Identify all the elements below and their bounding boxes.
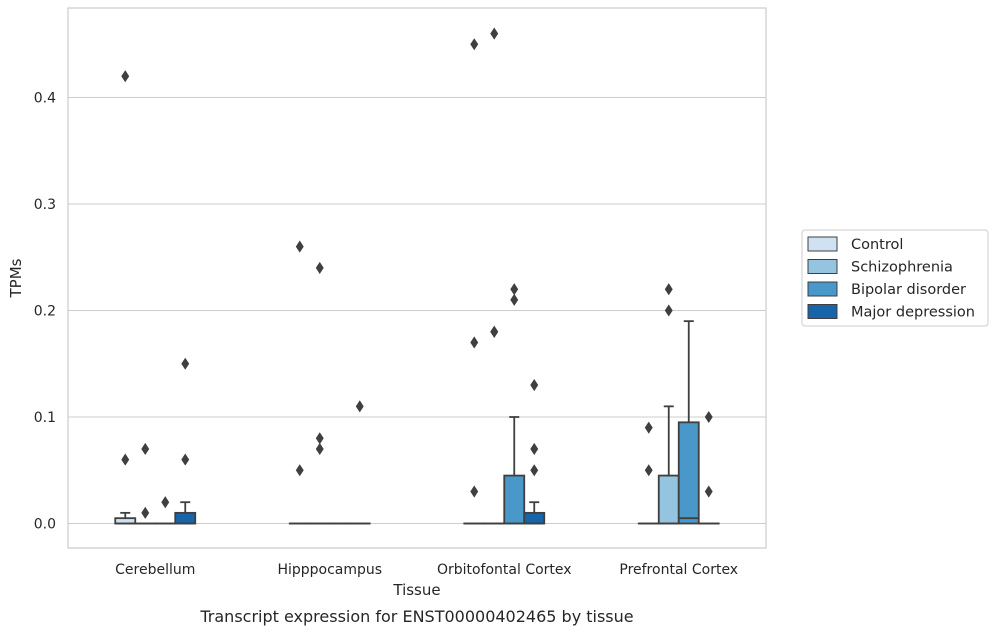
legend-label: Schizophrenia [851, 260, 953, 276]
series-major-depression [174, 357, 720, 525]
y-tick-label: 0.1 [34, 410, 56, 426]
chart-caption: Transcript expression for ENST0000040246… [199, 607, 633, 626]
outlier-point [470, 38, 479, 51]
box [503, 474, 526, 525]
outlier-point [315, 442, 324, 455]
legend-frame [801, 229, 989, 327]
y-tick-label: 0.3 [34, 197, 56, 213]
outlier-point [510, 293, 519, 306]
outlier-point [530, 442, 539, 455]
x-tick-label: Orbitofontal Cortex [437, 562, 572, 578]
plot-frame [67, 7, 767, 549]
box [523, 511, 546, 525]
outlier-point [470, 485, 479, 498]
outlier-point [181, 357, 190, 370]
x-tick-label: Prefrontal Cortex [619, 562, 738, 578]
outlier-point [704, 485, 713, 498]
outlier-point [490, 27, 499, 40]
series-schizophrenia [134, 27, 680, 525]
legend-label: Bipolar disorder [851, 282, 966, 298]
series-control [114, 38, 660, 525]
outlier-point [644, 421, 653, 434]
y-axis-label: TPMs [7, 258, 25, 298]
box-series [114, 27, 720, 525]
y-tick-labels: 0.0 0.1 0.2 0.3 0.4 [34, 91, 56, 533]
outlier-point [530, 379, 539, 392]
outlier-point [664, 283, 673, 296]
plot-background [68, 8, 766, 548]
legend: Control Schizophrenia Bipolar disorder Majo… [801, 229, 989, 327]
outlier-point [704, 410, 713, 424]
legend-swatch [807, 304, 838, 319]
outlier-point [470, 336, 479, 349]
x-tick-label: Cerebellum [115, 562, 195, 578]
outlier-point [181, 453, 190, 466]
box [657, 474, 680, 525]
series-bipolar-disorder [154, 283, 700, 525]
y-tick-label: 0.2 [34, 304, 56, 320]
legend-label: Control [851, 237, 903, 253]
outlier-point [121, 70, 130, 83]
outlier-point [141, 506, 150, 519]
box [174, 511, 197, 525]
outlier-point [490, 325, 499, 338]
x-axis-label: Tissue [392, 581, 440, 599]
legend-swatch [807, 259, 838, 274]
outlier-point [161, 496, 170, 509]
legend-swatch [807, 236, 838, 252]
y-tick-label: 0.4 [34, 91, 56, 107]
box [677, 421, 700, 525]
x-tick-label: Hipppocampus [277, 562, 382, 578]
outlier-point [355, 400, 364, 413]
outlier-point [295, 240, 304, 253]
outlier-point [295, 464, 304, 477]
outlier-point [315, 261, 324, 274]
outlier-point [141, 442, 150, 455]
outlier-point [664, 304, 673, 317]
outlier-point [121, 453, 130, 466]
legend-swatch [807, 281, 838, 297]
outlier-point [644, 464, 653, 477]
legend-label: Major depression [851, 305, 975, 321]
y-tick-label: 0.0 [34, 517, 56, 533]
x-tick-labels: Cerebellum Hipppocampus Orbitofontal Corte… [115, 562, 738, 578]
outlier-point [530, 464, 539, 477]
